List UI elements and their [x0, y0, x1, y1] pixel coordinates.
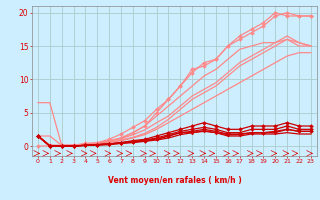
X-axis label: Vent moyen/en rafales ( km/h ): Vent moyen/en rafales ( km/h ) — [108, 176, 241, 185]
